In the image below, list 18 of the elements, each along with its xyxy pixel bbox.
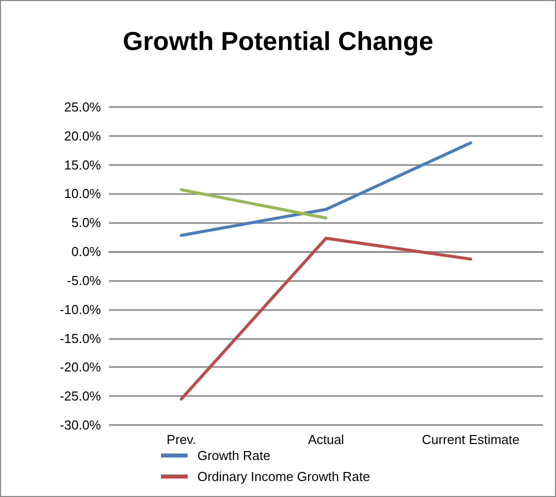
y-tick-label: 25.0% bbox=[64, 100, 102, 114]
y-tick-label: 10.0% bbox=[64, 186, 102, 202]
x-tick-label: Actual bbox=[308, 432, 344, 447]
y-tick-label: -10.0% bbox=[60, 302, 102, 317]
legend-label: Growth Rate bbox=[197, 448, 270, 463]
y-tick-label: 0.0% bbox=[71, 244, 102, 260]
y-tick-label: -20.0% bbox=[60, 360, 102, 375]
y-tick-label: -25.0% bbox=[60, 388, 102, 404]
x-tick-label: Prev. bbox=[166, 432, 196, 447]
y-tick-label: 20.0% bbox=[64, 128, 102, 144]
legend-label: Ordinary Income Growth Rate bbox=[197, 469, 370, 484]
y-tick-label: 15.0% bbox=[64, 157, 102, 172]
chart-title: Growth Potential Change bbox=[122, 26, 434, 56]
y-tick-label: 5.0% bbox=[71, 215, 102, 230]
x-tick-label: Current Estimate bbox=[422, 432, 520, 447]
y-tick-label: -5.0% bbox=[67, 272, 102, 288]
y-tick-label: -15.0% bbox=[60, 330, 102, 346]
y-tick-label: -30.0% bbox=[60, 418, 102, 432]
